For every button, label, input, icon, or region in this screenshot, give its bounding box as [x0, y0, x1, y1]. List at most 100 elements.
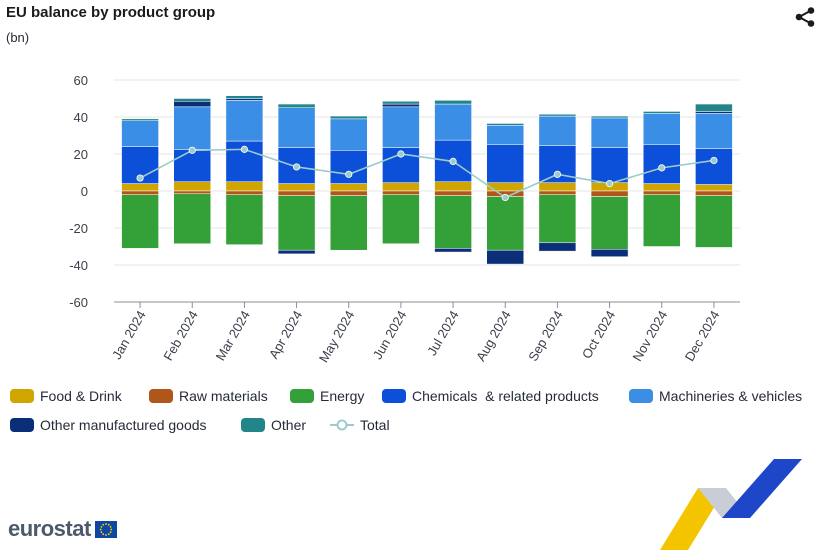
bar-energy	[225, 194, 264, 245]
bar-food	[121, 183, 159, 192]
legend-swatch-machinery	[629, 389, 653, 403]
x-tick-label: Feb 2024	[160, 308, 200, 363]
x-tick-label: Sep 2024	[525, 308, 566, 364]
bar-chemicals	[173, 149, 211, 182]
bar-energy	[121, 194, 159, 249]
bar-machinery	[330, 118, 368, 151]
bar-other-manufactured	[590, 249, 629, 257]
bar-other	[434, 100, 472, 105]
y-tick-label: 0	[81, 184, 88, 199]
logo-text: eurostat	[8, 516, 91, 541]
bar-raw	[434, 190, 472, 196]
legend-item-energy[interactable]: Energy	[290, 388, 364, 404]
x-tick-label: Apr 2024	[266, 308, 305, 361]
bar-chart: 60 40 20 0 -20 -40 -60 Jan 2024 Feb 2024 Mar 2024…	[69, 73, 740, 365]
bar-food	[434, 181, 472, 192]
bar-chemicals	[330, 150, 368, 184]
bar-raw	[590, 190, 629, 197]
bar-raw	[173, 190, 211, 195]
bar-raw	[330, 190, 368, 196]
bar-raw	[225, 190, 264, 195]
legend-item-food[interactable]: Food & Drink	[10, 388, 122, 404]
eu-flag-icon	[94, 520, 117, 538]
legend-swatch-energy	[290, 389, 314, 403]
bar-other	[643, 111, 681, 114]
bar-other-manufactured	[538, 242, 577, 252]
legend-swatch-raw-materials	[149, 389, 173, 403]
bar-other-manufactured	[173, 101, 211, 108]
legend-swatch-other	[241, 418, 265, 432]
bar-chemicals	[643, 144, 681, 184]
bar-food	[277, 183, 316, 192]
legend-swatch-total	[330, 419, 354, 431]
total-point	[188, 146, 196, 154]
bar-other	[173, 98, 211, 102]
bar-food	[486, 182, 524, 192]
total-point	[292, 163, 301, 171]
bar-other	[121, 118, 159, 121]
bar-raw	[382, 190, 420, 195]
bar-other	[225, 95, 264, 99]
bar-machinery	[382, 106, 420, 148]
total-point	[658, 164, 666, 172]
bar-other-manufactured	[382, 103, 420, 108]
bar-machinery	[434, 103, 472, 141]
total-point	[345, 170, 353, 178]
bar-machinery	[225, 100, 264, 142]
bar-chemicals	[695, 148, 733, 185]
x-tick-label: Mar 2024	[213, 308, 253, 363]
legend-swatch-chemicals	[382, 389, 406, 403]
bar-other-manufactured	[225, 98, 264, 101]
bar-other-manufactured	[434, 248, 472, 253]
x-tick-label: Aug 2024	[473, 308, 514, 364]
total-point	[136, 174, 144, 182]
bar-energy	[330, 195, 368, 251]
bar-energy	[277, 195, 316, 251]
total-point	[449, 157, 457, 166]
legend-item-raw-materials[interactable]: Raw materials	[149, 388, 268, 404]
bar-machinery	[173, 106, 211, 150]
total-point	[710, 156, 718, 165]
share-icon[interactable]	[794, 6, 816, 28]
bar-other	[277, 103, 316, 108]
legend-item-other[interactable]: Other	[241, 417, 306, 433]
bar-machinery	[121, 120, 159, 147]
total-point	[397, 150, 405, 158]
x-tick-label: Jan 2024	[109, 308, 149, 362]
eurostat-logo: eurostat	[8, 516, 117, 542]
total-point	[501, 193, 509, 202]
y-tick-label: 20	[74, 147, 88, 162]
legend-item-machinery[interactable]: Machineries & vehicles	[629, 388, 802, 404]
legend-item-other-manufactured[interactable]: Other manufactured goods	[10, 417, 207, 433]
bar-other	[330, 115, 368, 120]
legend-label-total: Total	[360, 417, 390, 433]
bar-machinery	[538, 115, 577, 146]
bar-chemicals	[486, 144, 524, 183]
legend-label-other-manufactured: Other manufactured goods	[40, 417, 207, 433]
legend-item-chemicals[interactable]: Chemicals & related products	[382, 388, 599, 404]
bar-energy	[538, 194, 577, 244]
bar-energy	[434, 195, 472, 249]
decorative-chevron-graphic	[660, 459, 802, 550]
bar-other	[486, 123, 524, 126]
bar-food	[225, 181, 264, 192]
y-tick-label: -20	[69, 221, 88, 236]
legend-item-total[interactable]: Total	[330, 417, 390, 433]
legend-swatch-food	[10, 389, 34, 403]
legend-row-2: Other manufactured goods Other Total	[10, 417, 820, 446]
bar-energy	[486, 196, 524, 251]
y-tick-label: -60	[69, 295, 88, 310]
bar-energy	[382, 194, 420, 244]
chart-unit: (bn)	[6, 30, 30, 45]
bar-chemicals	[590, 147, 629, 183]
legend-swatch-other-manufactured	[10, 418, 34, 432]
x-tick-label: Dec 2024	[682, 308, 723, 364]
bar-raw	[643, 190, 681, 195]
bar-food	[330, 183, 368, 192]
legend-label-chemicals: Chemicals & related products	[412, 388, 599, 404]
bar-food	[538, 182, 577, 192]
x-tick-label: Jun 2024	[370, 308, 410, 362]
bar-food	[643, 183, 681, 192]
bar-other	[590, 115, 629, 119]
legend-label-other: Other	[271, 417, 307, 433]
